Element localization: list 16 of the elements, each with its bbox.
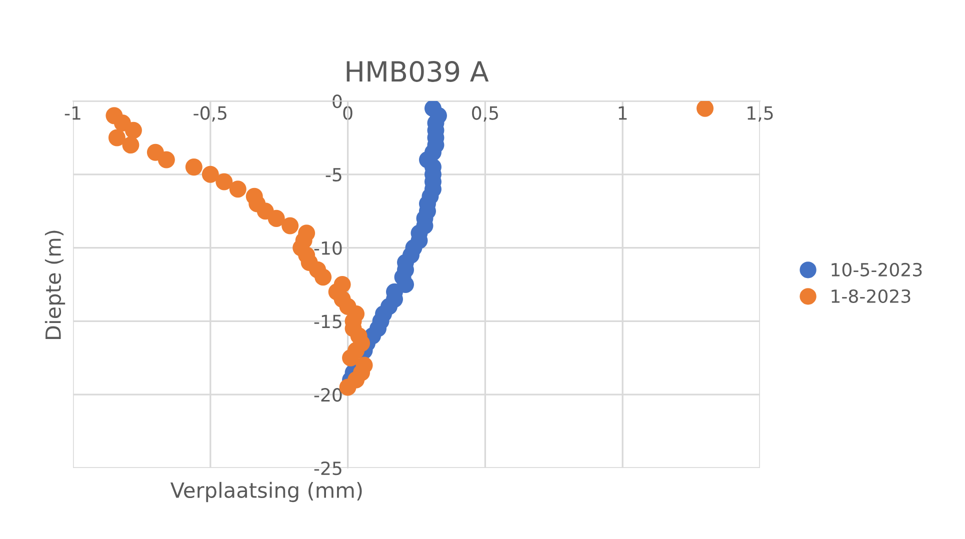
y-tick-label: -20 — [314, 388, 342, 402]
legend-label: 10-5-2023 — [832, 262, 922, 276]
y-axis-title: Diepte (m) — [44, 230, 66, 339]
y-tick-label: -15 — [314, 314, 342, 328]
x-tick-label: 1 — [618, 106, 627, 120]
y-tick-label: -5 — [326, 168, 342, 182]
y-tick-label: -10 — [314, 241, 342, 255]
x-tick-label: 1,5 — [748, 106, 773, 122]
y-tick-label: -25 — [314, 461, 342, 476]
x-tick-label: -1 — [64, 106, 80, 120]
legend-label: 1-8-2023 — [832, 289, 910, 303]
x-axis-title: Verplaatsing (mm) — [170, 482, 362, 502]
x-tick-label: 0 — [343, 106, 352, 120]
x-tick-label: 0,5 — [472, 106, 498, 122]
x-tick-label: -0,5 — [194, 106, 226, 122]
chart-title: HMB039 A — [346, 60, 489, 82]
